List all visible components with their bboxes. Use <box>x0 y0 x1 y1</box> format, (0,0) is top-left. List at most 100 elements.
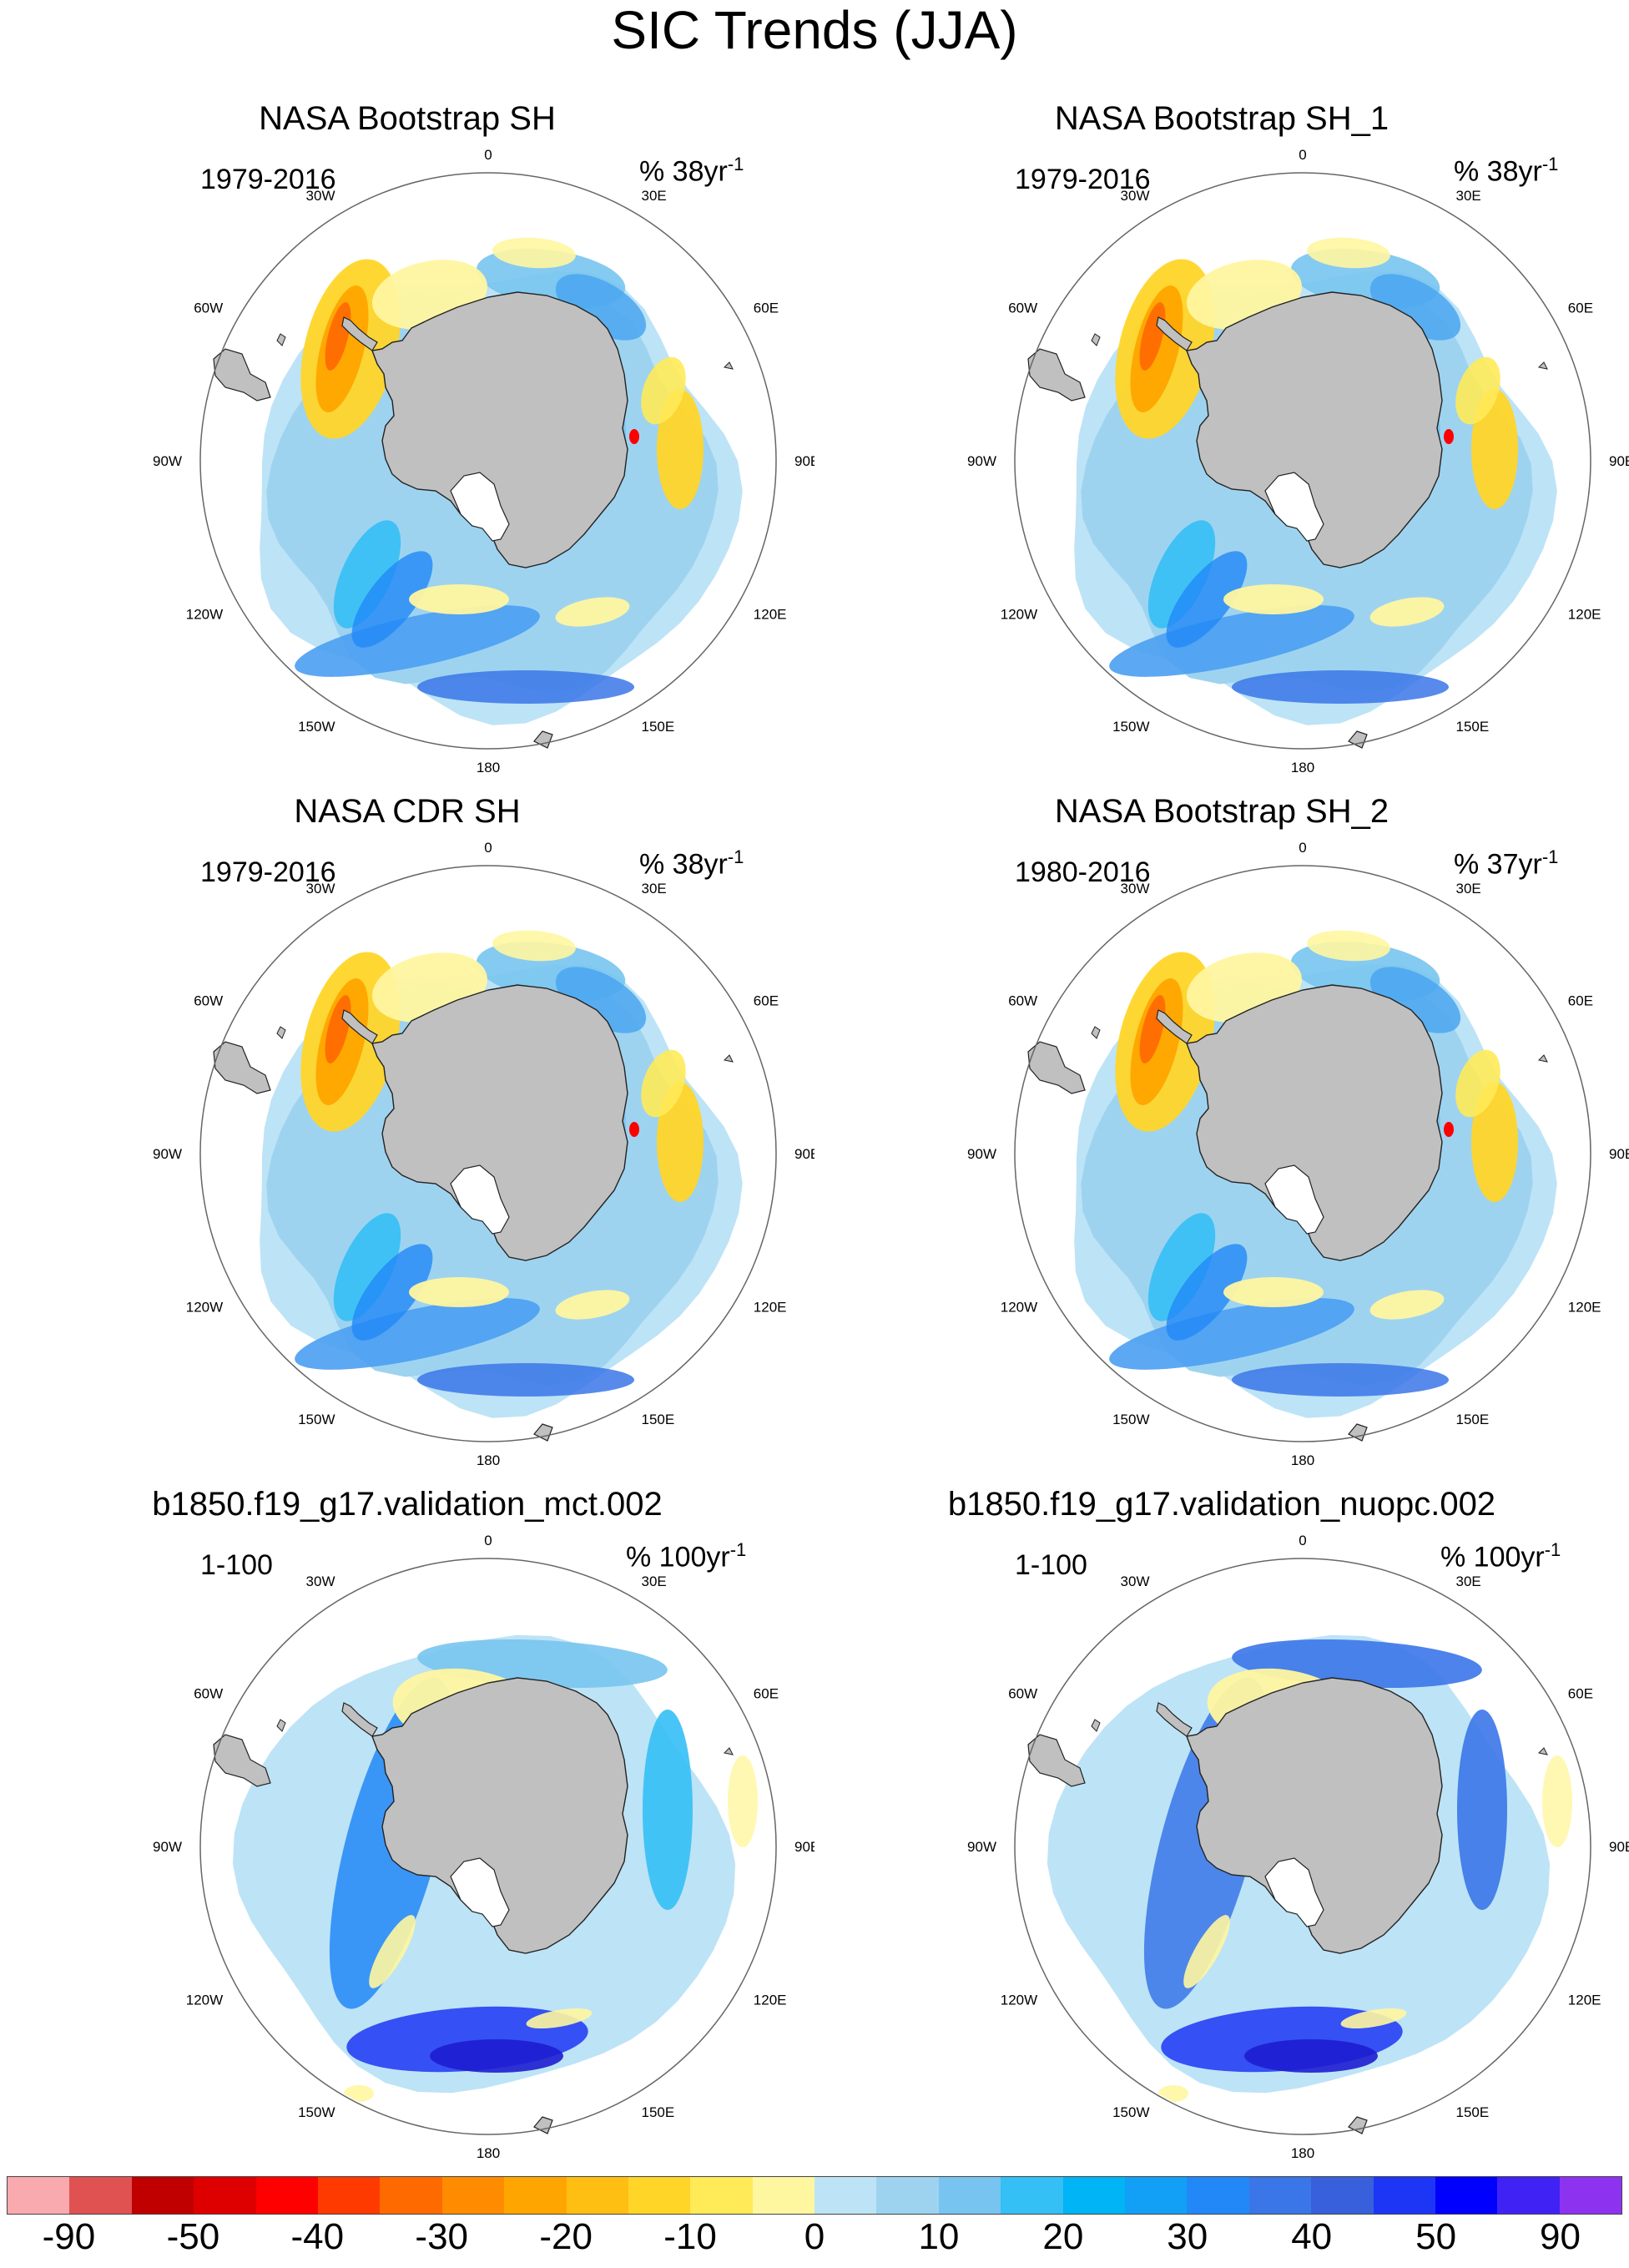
longitude-label: 0 <box>1299 1533 1306 1548</box>
polar-stereographic-map: 0 30E 60E 90E 120E 150E 180 150W 120W 90W 60W 30W <box>153 147 814 775</box>
units-label: % 100yr-1 <box>626 1539 746 1573</box>
colorbar-label: -40 <box>290 2216 345 2257</box>
antarctica-landmass <box>371 1677 628 1954</box>
south-america-tip <box>1027 1734 1086 1787</box>
antarctica-landmass <box>1186 1677 1443 1954</box>
longitude-label: 30W <box>1121 188 1150 204</box>
longitude-label: 150W <box>1112 2104 1149 2120</box>
longitude-label: 60W <box>194 993 223 1009</box>
longitude-label: 30E <box>1456 881 1481 897</box>
colorbar-cell <box>8 2177 70 2214</box>
colorbar-cell <box>876 2177 939 2214</box>
longitude-label: 30W <box>1121 881 1150 897</box>
longitude-label: 90W <box>153 1839 182 1855</box>
island <box>276 333 286 346</box>
south-america-tip <box>1027 1041 1086 1094</box>
longitude-label: 90E <box>1609 1146 1629 1162</box>
antarctica-landmass <box>1186 984 1443 1261</box>
longitude-label: 180 <box>477 760 500 775</box>
colorbar-cell <box>1062 2177 1126 2214</box>
colorbar-cell <box>317 2177 381 2214</box>
island <box>276 1026 286 1039</box>
longitude-label: 60E <box>754 993 779 1009</box>
antarctica-landmass <box>371 984 628 1261</box>
colorbar-cell <box>131 2177 194 2214</box>
longitude-label: 60E <box>754 301 779 316</box>
units-exponent: -1 <box>729 1539 747 1560</box>
panel-title: NASA CDR SH <box>294 793 521 830</box>
longitude-label: 90W <box>153 453 182 469</box>
longitude-label: 90E <box>794 1839 814 1855</box>
island <box>1091 1719 1101 1732</box>
ross-ice-shelf <box>1264 1857 1324 1927</box>
polar-stereographic-map: 0 30E 60E 90E 120E 150E 180 150W 120W 90W 60W 30W <box>967 840 1629 1468</box>
map-panel: NASA CDR SH 1979-2016 % 38yr-1 0 30E 60E 90E 12… <box>0 791 814 1483</box>
longitude-label: 180 <box>1291 1452 1314 1468</box>
longitude-label: 120E <box>754 1300 787 1316</box>
island <box>276 1719 286 1732</box>
colorbar-cell <box>752 2177 815 2214</box>
map-boundary-circle <box>1014 172 1591 750</box>
colorbar-cell <box>1497 2177 1560 2214</box>
colorbar-label: 0 <box>804 2216 825 2257</box>
longitude-label: 120E <box>1568 1993 1601 2008</box>
kerguelen-island <box>723 1747 734 1755</box>
longitude-label: 120E <box>1568 1300 1601 1316</box>
colorbar-label: -10 <box>663 2216 717 2257</box>
longitude-label: 90E <box>1609 1839 1629 1855</box>
new-zealand-tip <box>533 2116 553 2134</box>
longitude-label: 90E <box>794 453 814 469</box>
longitude-label: 150E <box>642 719 675 735</box>
longitude-label: 90W <box>967 1146 996 1162</box>
polar-stereographic-map: 0 30E 60E 90E 120E 150E 180 150W 120W 90W 60W 30W <box>153 1533 814 2161</box>
colorbar-label: 40 <box>1291 2216 1333 2257</box>
units-text: % 37yr <box>1454 848 1542 881</box>
polar-stereographic-map: 0 30E 60E 90E 120E 150E 180 150W 120W 90W 60W 30W <box>153 840 814 1468</box>
colorbar-cell <box>938 2177 1001 2214</box>
colorbar-cell <box>1125 2177 1188 2214</box>
map-panel: NASA Bootstrap SH_2 1980-2016 % 37yr-1 0 30E… <box>814 791 1629 1483</box>
colorbar-label: 10 <box>918 2216 960 2257</box>
longitude-label: 180 <box>1291 760 1314 775</box>
period-label: 1-100 <box>200 1549 273 1581</box>
units-text: % 38yr <box>639 848 728 881</box>
longitude-label: 60W <box>1008 301 1037 316</box>
map-boundary-circle <box>1014 865 1591 1442</box>
longitude-label: 30W <box>306 188 335 204</box>
longitude-label: 90W <box>967 1839 996 1855</box>
longitude-label: 150W <box>298 2104 335 2120</box>
colorbar-label: -90 <box>42 2216 96 2257</box>
units-text: % 100yr <box>1440 1541 1545 1573</box>
longitude-label: 120W <box>186 1300 223 1316</box>
longitude-label: 120E <box>754 607 787 623</box>
longitude-label: 0 <box>484 840 492 856</box>
south-america-tip <box>213 348 271 402</box>
longitude-label: 150E <box>1456 2104 1490 2120</box>
colorbar-label: -50 <box>166 2216 220 2257</box>
island <box>1091 1026 1101 1039</box>
colorbar-cell <box>628 2177 691 2214</box>
colorbar <box>7 2176 1622 2215</box>
colorbar-label: 90 <box>1540 2216 1581 2257</box>
longitude-label: 150W <box>1112 1412 1149 1427</box>
map-boundary-circle <box>199 1558 777 2135</box>
colorbar-cell <box>1435 2177 1498 2214</box>
units-text: % 100yr <box>626 1541 730 1573</box>
antarctic-peninsula <box>1156 1009 1193 1044</box>
colorbar-label: -20 <box>539 2216 593 2257</box>
kerguelen-island <box>723 1054 734 1063</box>
colorbar-cell <box>1373 2177 1435 2214</box>
panel-title: NASA Bootstrap SH <box>259 100 556 137</box>
south-america-tip <box>213 1041 271 1094</box>
new-zealand-tip <box>1348 730 1368 749</box>
longitude-label: 0 <box>1299 147 1306 163</box>
map-panel: NASA Bootstrap SH_1 1979-2016 % 38yr-1 0 30E… <box>814 98 1629 790</box>
longitude-label: 120W <box>186 607 223 623</box>
longitude-label: 120E <box>1568 607 1601 623</box>
units-text: % 38yr <box>639 155 728 188</box>
colorbar-cell <box>69 2177 132 2214</box>
panel-title: b1850.f19_g17.validation_nuopc.002 <box>947 1486 1496 1523</box>
ross-ice-shelf <box>450 1857 510 1927</box>
antarctic-peninsula <box>341 1702 378 1737</box>
longitude-label: 30W <box>306 881 335 897</box>
